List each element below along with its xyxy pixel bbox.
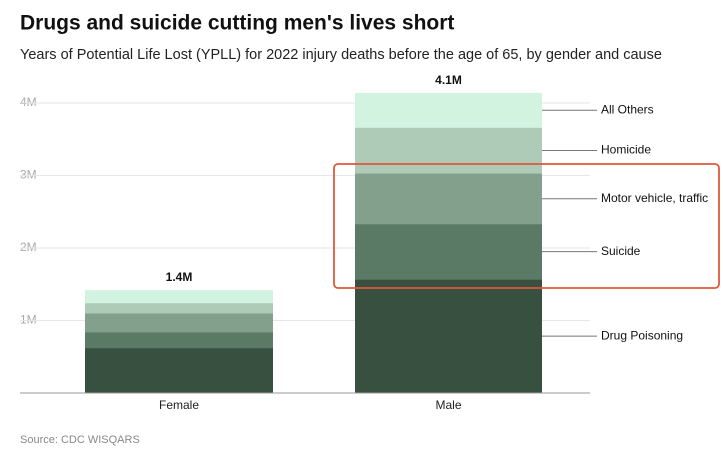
bar-segment xyxy=(85,313,273,333)
bar-segment xyxy=(355,127,542,174)
bar-segment xyxy=(85,290,273,304)
bar-segment xyxy=(85,332,273,349)
chart-subtitle: Years of Potential Life Lost (YPLL) for … xyxy=(20,47,662,63)
chart-title: Drugs and suicide cutting men's lives sh… xyxy=(20,12,454,35)
total-label: 4.1M xyxy=(435,73,462,87)
legend-label: Suicide xyxy=(601,244,641,258)
legend-label: Drug Poisoning xyxy=(601,328,683,342)
bar-segment xyxy=(355,173,542,225)
bar-segment xyxy=(355,92,542,128)
y-tick-label: 1M xyxy=(20,313,37,327)
marks xyxy=(85,92,542,393)
legend-label: All Others xyxy=(601,102,654,116)
y-tick-label: 4M xyxy=(20,95,37,109)
bar-segment xyxy=(85,348,273,393)
legend-label: Homicide xyxy=(601,143,651,157)
bar-segment xyxy=(355,279,542,393)
bar-segment xyxy=(85,303,273,314)
x-tick-label: Male xyxy=(435,398,461,412)
y-tick-label: 2M xyxy=(20,240,37,254)
total-label: 1.4M xyxy=(166,270,193,284)
highlight-box xyxy=(333,163,720,289)
bar-segment xyxy=(355,224,542,280)
x-tick-label: Female xyxy=(159,398,199,412)
legend-label: Motor vehicle, traffic xyxy=(601,191,708,205)
source: Source: CDC WISQARS xyxy=(20,434,140,446)
y-tick-label: 3M xyxy=(20,168,37,182)
